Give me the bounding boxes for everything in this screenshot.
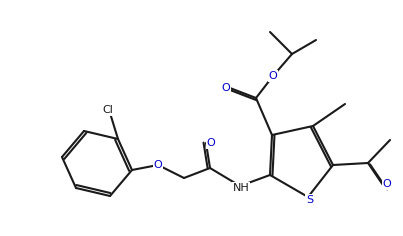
Text: Cl: Cl <box>102 105 113 115</box>
Text: S: S <box>306 195 314 205</box>
Text: O: O <box>222 83 231 93</box>
Text: O: O <box>154 160 162 170</box>
Text: O: O <box>382 179 391 189</box>
Text: O: O <box>207 138 215 148</box>
Text: O: O <box>269 71 277 81</box>
Text: NH: NH <box>233 183 249 193</box>
